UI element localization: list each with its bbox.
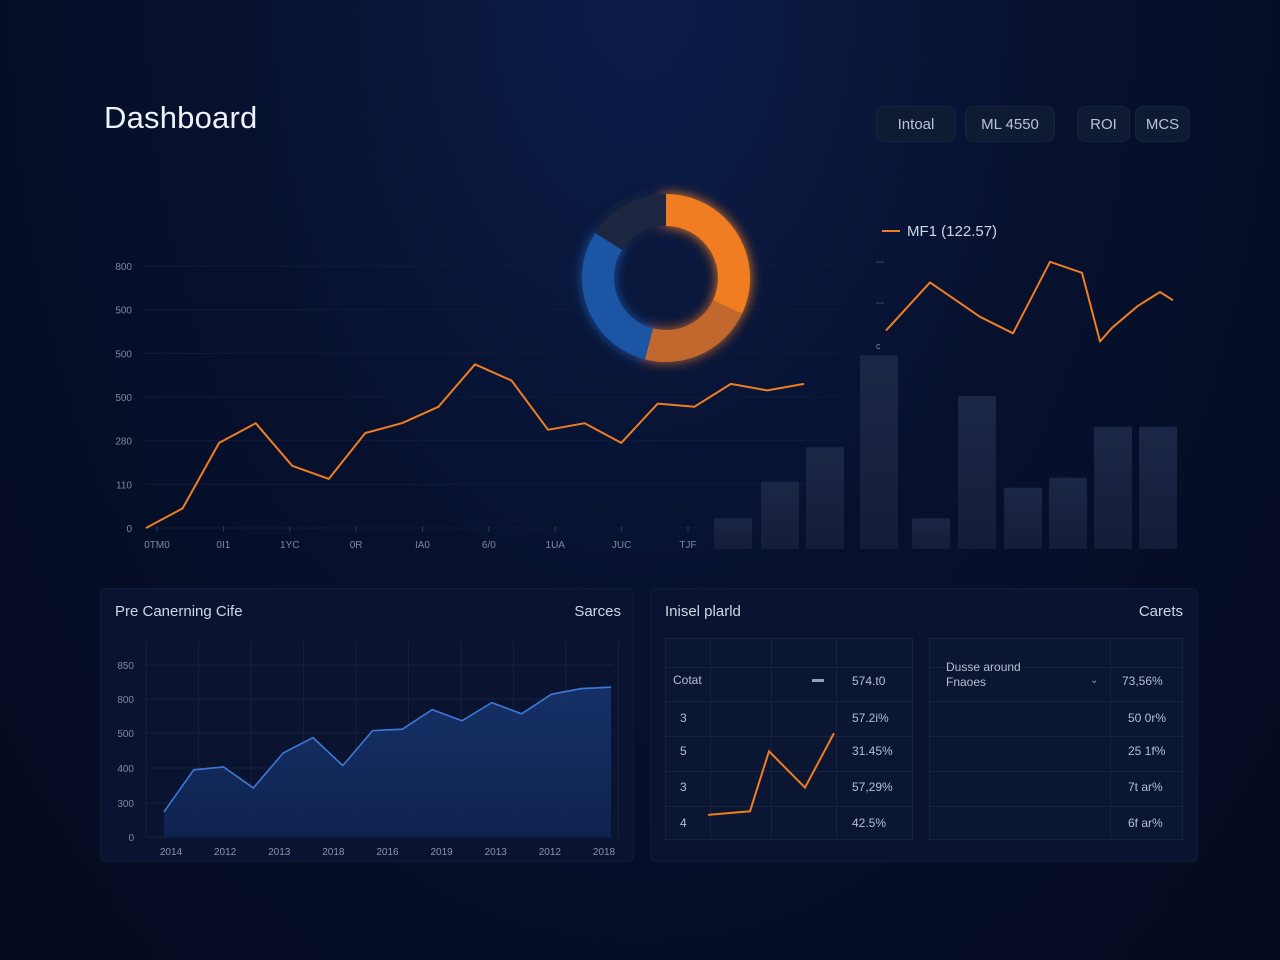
main-x-tick-label: TJF bbox=[679, 540, 696, 551]
area-y-tick-label: 0 bbox=[128, 833, 134, 844]
main-y-tick-label: 280 bbox=[115, 437, 132, 448]
table1-header-value: 574.t0 bbox=[852, 674, 886, 688]
table1-row-label: 3 bbox=[680, 780, 687, 794]
donut-slice bbox=[582, 194, 750, 362]
table2-header-label: Dusse around Fnaoes bbox=[946, 660, 1021, 689]
bar bbox=[714, 518, 752, 549]
main-x-tick-label: 0I1 bbox=[216, 540, 230, 551]
area-y-tick-label: 850 bbox=[117, 661, 134, 672]
bar bbox=[1139, 426, 1177, 549]
bar bbox=[1004, 487, 1042, 549]
page-title: Dashboard bbox=[104, 100, 258, 135]
area-x-tick-label: 2013 bbox=[268, 847, 291, 858]
donut-slice bbox=[582, 194, 750, 362]
table1-menu-icon[interactable] bbox=[812, 679, 824, 682]
main-y-tick-label: 500 bbox=[115, 349, 132, 360]
bar bbox=[806, 447, 844, 549]
table2-row-value: 25 1f% bbox=[1128, 744, 1166, 758]
main-chart-grid bbox=[142, 265, 840, 529]
main-x-tick-label: 6/0 bbox=[482, 540, 496, 551]
table1-row-value: 42.5% bbox=[852, 816, 887, 830]
stats-table-2: Dusse around Fnaoes ⌄ 73,56% 50 0r% 25 1… bbox=[929, 638, 1183, 840]
table2-header-value: 73,56% bbox=[1122, 674, 1163, 688]
area-chart: 0 300 400 500 800 850 2014 2012 2013 2018 2016 201… bbox=[117, 641, 619, 858]
area-x-tick-label: 2019 bbox=[431, 847, 454, 858]
area-y-tick-label: 500 bbox=[117, 729, 134, 740]
left-panel-title: Pre Canerning Cife bbox=[115, 603, 243, 620]
bar bbox=[958, 396, 996, 549]
main-chart-y-axis: 0 110 280 500 500 500 800 bbox=[115, 262, 132, 535]
area-y-tick-label: 400 bbox=[117, 764, 134, 775]
table1-header-label: Cotat bbox=[673, 673, 702, 687]
ml-button[interactable]: ML 4550 bbox=[965, 106, 1055, 142]
sparkline-series bbox=[707, 732, 835, 816]
table2-row-value: 7t ar% bbox=[1128, 780, 1163, 794]
bar bbox=[1049, 477, 1087, 549]
bar bbox=[912, 518, 950, 549]
mini-legend-label: MF1 (122.57) bbox=[907, 223, 997, 240]
bar bbox=[761, 481, 799, 549]
table1-row-label: 4 bbox=[680, 816, 687, 830]
stats-table-1: Cotat 574.t0 3 57.2i% 5 31.45% 3 57,29% … bbox=[665, 638, 913, 840]
intoal-button[interactable]: Intoal bbox=[876, 106, 956, 142]
area-y-tick-label: 300 bbox=[117, 799, 134, 810]
table1-row-value: 57,29% bbox=[852, 780, 893, 794]
main-x-tick-label: IA0 bbox=[415, 540, 430, 551]
right-panel: Inisel plarld Carets Cotat 574.t0 3 57.2… bbox=[650, 588, 1198, 862]
bar bbox=[860, 355, 898, 549]
donut-chart bbox=[582, 194, 750, 362]
area-fill bbox=[164, 687, 611, 837]
carets-link[interactable]: Carets bbox=[1138, 603, 1183, 620]
table1-row-value: 57.2i% bbox=[852, 711, 889, 725]
chevron-down-icon[interactable]: ⌄ bbox=[1090, 675, 1099, 686]
donut-slice bbox=[582, 194, 750, 362]
mcs-button[interactable]: MCS bbox=[1135, 106, 1190, 142]
area-x-tick-label: 2013 bbox=[485, 847, 508, 858]
roi-button[interactable]: ROI bbox=[1077, 106, 1130, 142]
area-x-tick-label: 2012 bbox=[214, 847, 237, 858]
sarces-link[interactable]: Sarces bbox=[574, 603, 621, 620]
main-y-tick-label: 800 bbox=[115, 262, 132, 273]
main-x-tick-label: 0R bbox=[350, 540, 363, 551]
area-x-tick-label: 2018 bbox=[322, 847, 345, 858]
main-x-tick-label: 1YC bbox=[280, 540, 299, 551]
main-chart-x-axis: 0TM0 0I1 1YC 0R IA0 6/0 1UA JUC TJF bbox=[144, 526, 697, 551]
main-chart-area: 0 110 280 500 500 500 800 0TM0 0I1 1YC 0R IA0 6/0 1U… bbox=[115, 194, 1177, 551]
mini-chart-y-axis: c bbox=[876, 261, 884, 351]
table1-row-value: 31.45% bbox=[852, 744, 893, 758]
right-panel-title: Inisel plarld bbox=[665, 603, 741, 620]
area-x-tick-label: 2018 bbox=[593, 847, 616, 858]
main-x-tick-label: 1UA bbox=[546, 540, 566, 551]
table1-sparkline bbox=[707, 732, 835, 816]
area-x-tick-label: 2012 bbox=[539, 847, 562, 858]
area-line bbox=[163, 686, 612, 813]
table2-row-value: 50 0r% bbox=[1128, 711, 1167, 725]
main-y-tick-label: 500 bbox=[115, 306, 132, 317]
main-x-tick-label: JUC bbox=[612, 540, 631, 551]
main-line-series bbox=[145, 363, 805, 529]
left-panel: Pre Canerning Cife Sarces 0 300 400 500 800 8… bbox=[100, 588, 634, 862]
area-y-tick-label: 800 bbox=[117, 695, 134, 706]
mini-y-tick-label: c bbox=[876, 341, 881, 351]
table2-row-value: 6f ar% bbox=[1128, 816, 1163, 830]
area-x-tick-label: 2016 bbox=[376, 847, 399, 858]
main-y-tick-label: 0 bbox=[126, 524, 132, 535]
main-y-tick-label: 500 bbox=[115, 393, 132, 404]
bar-chart bbox=[714, 355, 1177, 549]
area-x-tick-label: 2014 bbox=[160, 847, 183, 858]
main-y-tick-label: 110 bbox=[116, 480, 132, 491]
table1-row-label: 3 bbox=[680, 711, 687, 725]
bar bbox=[1094, 426, 1132, 549]
main-x-tick-label: 0TM0 bbox=[144, 540, 170, 551]
table1-row-label: 5 bbox=[680, 744, 687, 758]
mini-line-series bbox=[885, 260, 1174, 343]
